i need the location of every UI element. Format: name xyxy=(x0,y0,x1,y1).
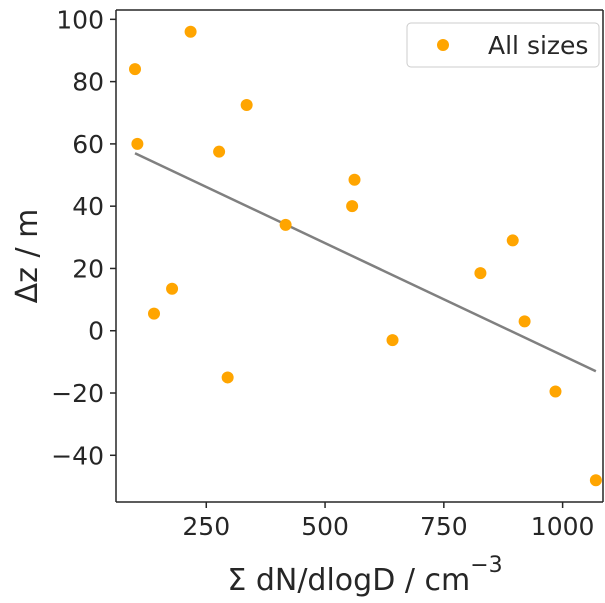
y-tick-label: −40 xyxy=(51,441,104,470)
scatter-point xyxy=(184,25,197,38)
scatter-point xyxy=(131,137,144,150)
legend-label: All sizes xyxy=(488,31,588,60)
scatter-point xyxy=(279,218,292,231)
y-axis-label: Δz / m xyxy=(10,209,45,304)
scatter-point xyxy=(213,145,226,158)
x-axis-label-main: Σ dN/dlogD / cm xyxy=(227,563,470,598)
scatter-point xyxy=(506,234,519,247)
scatter-point xyxy=(474,267,487,280)
scatter-point xyxy=(348,173,361,186)
scatter-point xyxy=(346,200,359,213)
x-tick-label: 500 xyxy=(301,512,349,541)
scatter-point xyxy=(386,334,399,347)
x-axis-label-exponent: −3 xyxy=(470,553,502,578)
x-tick-label: 1000 xyxy=(531,512,595,541)
scatter-point xyxy=(518,315,531,328)
y-tick-label: 0 xyxy=(88,317,104,346)
y-tick-label: 80 xyxy=(72,68,104,97)
scatter-point xyxy=(240,98,253,111)
scatter-point xyxy=(589,474,602,487)
scatter-point xyxy=(166,282,179,295)
regression-line xyxy=(134,152,597,373)
x-axis-ticks: 250 500 750 1000 xyxy=(182,502,594,541)
legend-marker xyxy=(437,39,449,51)
scatter-point xyxy=(148,307,161,320)
legend-box xyxy=(406,22,600,68)
y-axis-ticks: 100 80 60 40 20 0 −20 −40 xyxy=(51,5,116,470)
legend: All sizes xyxy=(406,22,600,68)
fit-line-layer xyxy=(134,152,597,373)
x-tick-label: 750 xyxy=(420,512,468,541)
x-tick-label: 250 xyxy=(182,512,230,541)
scatter-point xyxy=(549,385,562,398)
y-tick-label: −20 xyxy=(51,379,104,408)
y-tick-label: 60 xyxy=(72,130,104,159)
data-points xyxy=(129,25,602,487)
scatter-point xyxy=(129,63,142,76)
y-tick-label: 20 xyxy=(72,254,104,283)
y-tick-label: 100 xyxy=(56,5,104,34)
x-axis-label: Σ dN/dlogD / cm−3 xyxy=(227,553,502,598)
y-tick-label: 40 xyxy=(72,192,104,221)
plot-frame xyxy=(115,9,604,503)
scatter-point xyxy=(221,371,234,384)
